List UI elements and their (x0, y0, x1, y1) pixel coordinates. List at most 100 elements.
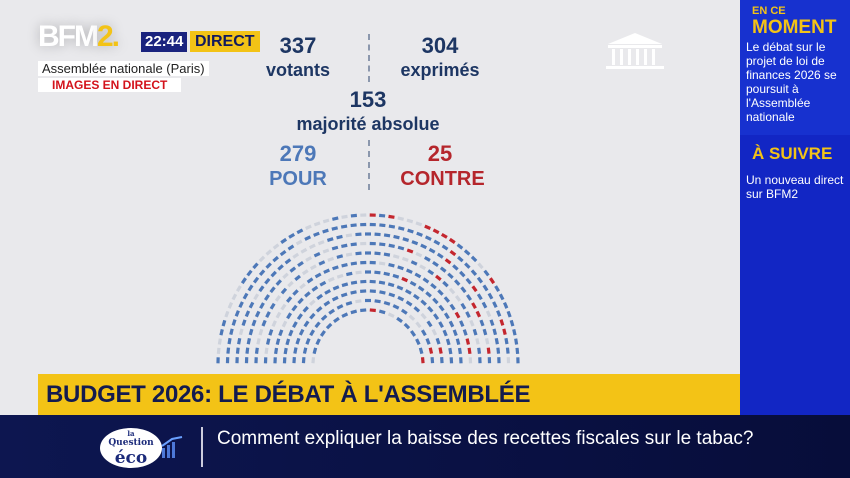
seat-pour (441, 244, 449, 251)
seat-contre (444, 258, 452, 265)
seat-pour (340, 292, 348, 298)
seat-pour (424, 235, 432, 241)
seat-other (313, 221, 321, 227)
seat-pour (425, 291, 432, 298)
divider (368, 140, 370, 190)
seat-pour (219, 329, 224, 336)
seat-pour (275, 279, 282, 286)
votants-label: votants (265, 60, 330, 80)
seat-contre (435, 274, 442, 281)
seat-pour (303, 320, 310, 328)
seat-pour (332, 285, 340, 291)
seat-pour (254, 347, 259, 354)
seat-contre (424, 224, 431, 230)
seat-other (454, 295, 462, 302)
seat-pour (288, 232, 296, 239)
seat-other (282, 272, 289, 279)
hemicycle-chart (216, 213, 520, 364)
next-text: Un nouveau direct sur BFM2 (746, 173, 844, 201)
seat-pour (323, 300, 331, 307)
seat-pour (464, 262, 471, 269)
seat-pour (247, 284, 254, 292)
seat-pour (487, 292, 494, 300)
seat-other (264, 347, 269, 355)
seat-other (336, 273, 344, 279)
seat-other (415, 221, 423, 227)
seat-other (469, 319, 475, 327)
seat-pour (275, 338, 281, 345)
seat-pour (504, 337, 509, 345)
seat-pour (229, 328, 234, 336)
seat-pour (383, 233, 391, 238)
seat-pour (423, 256, 431, 262)
seat-pour (341, 312, 349, 318)
seat-contre (401, 276, 409, 283)
seat-pour (476, 276, 484, 284)
seat-pour (231, 319, 237, 326)
seat-pour (383, 271, 390, 277)
seat-pour (397, 265, 404, 271)
seat-other (392, 254, 400, 259)
seat-pour (432, 260, 439, 267)
seat-other (227, 302, 233, 309)
seat-pour (414, 272, 422, 279)
seat-pour (498, 293, 505, 301)
ticker-question: Comment expliquer la baisse des recettes… (217, 428, 754, 449)
seat-pour (481, 301, 488, 309)
seat-pour (280, 237, 288, 244)
seat-pour (445, 338, 451, 346)
seat-pour (383, 252, 391, 257)
seat-pour (265, 311, 271, 318)
seat-pour (314, 321, 321, 329)
seat-pour (400, 308, 408, 315)
seat-pour (289, 266, 297, 273)
seat-pour (393, 234, 400, 240)
exprimes-label: exprimés (400, 60, 480, 80)
seat-other (217, 338, 222, 345)
seat-pour (350, 290, 357, 295)
seat-pour (410, 330, 417, 337)
seat-contre (471, 285, 478, 293)
seat-pour (403, 322, 411, 330)
seat-contre (467, 347, 472, 355)
seat-pour (388, 262, 395, 268)
seat-pour (287, 244, 295, 251)
sidebar-next-panel: À SUIVRE Un nouveau direct sur BFM2 (740, 135, 850, 300)
seat-pour (455, 338, 461, 345)
divider (368, 34, 370, 82)
seat-pour (457, 255, 464, 263)
seat-pour (379, 242, 386, 247)
seat-pour (448, 320, 455, 328)
seat-contre (388, 214, 395, 219)
seat-pour (261, 319, 267, 327)
seat-pour (295, 337, 301, 345)
pour-label: POUR (269, 168, 327, 190)
seat-other (420, 312, 427, 320)
seat-other (224, 310, 230, 318)
seat-pour (263, 294, 270, 301)
seat-pour (443, 296, 451, 303)
seat-pour (378, 280, 386, 285)
seat-pour (235, 347, 240, 354)
seat-other (299, 282, 306, 290)
seat-pour (505, 347, 510, 354)
seat-other (265, 249, 273, 256)
seat-other (272, 243, 280, 250)
seat-other (256, 338, 261, 345)
seat-pour (305, 338, 311, 345)
seat-pour (456, 243, 464, 250)
assemblee-building-icon (606, 33, 664, 69)
la-question-eco-logo: la Question éco (100, 428, 162, 468)
seat-pour (447, 272, 454, 279)
seat-other (475, 338, 480, 345)
seat-contre (420, 357, 425, 364)
seat-pour (274, 347, 279, 355)
seat-pour (459, 270, 466, 278)
seat-contre (486, 347, 491, 354)
seat-pour (283, 347, 288, 355)
seat-pour (430, 282, 437, 290)
seat-other (311, 357, 316, 364)
seat-pour (503, 302, 509, 309)
seat-pour (418, 347, 424, 355)
seat-other (327, 256, 335, 262)
